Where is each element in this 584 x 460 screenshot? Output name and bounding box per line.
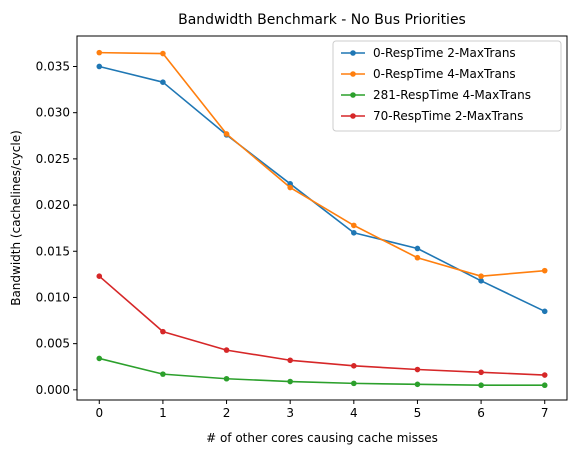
x-tick-label: 7: [541, 406, 549, 420]
legend-entry-label: 0-RespTime 4-MaxTrans: [373, 67, 516, 81]
series-2-point: [351, 222, 357, 229]
series-4-point: [223, 347, 230, 353]
series-4-point: [478, 369, 484, 376]
x-tick-label: 1: [159, 406, 167, 420]
y-tick-label: 0.005: [36, 337, 70, 351]
series-line-4: [98, 275, 545, 376]
series-3-point: [160, 371, 166, 377]
series-2-point: [287, 184, 293, 191]
series-4-point: [541, 372, 548, 378]
y-tick-label: 0.015: [36, 244, 70, 258]
legend-swatch-marker: [350, 92, 356, 98]
plot-area: [96, 49, 548, 389]
series-2-point: [160, 50, 166, 57]
series-3-point: [414, 381, 421, 388]
legend-entry-label: 0-RespTime 2-MaxTrans: [373, 46, 516, 60]
series-3-point: [96, 355, 103, 362]
plot-frame: [76, 35, 568, 401]
y-tick-label: 0.035: [36, 59, 70, 73]
y-axis-label: Bandwidth (cachelines/cycle): [9, 130, 23, 306]
legend-swatch-marker: [350, 113, 356, 119]
series-4-point: [160, 328, 166, 335]
x-tick-label: 5: [414, 406, 422, 420]
series-line-2: [99, 51, 545, 278]
series-1-point: [541, 308, 548, 315]
series-line-1: [99, 65, 546, 313]
y-tick-label: 0.010: [36, 290, 70, 304]
y-tick-label: 0.020: [36, 198, 70, 212]
legend-swatch-marker: [350, 50, 356, 56]
legend-box: [332, 40, 562, 132]
series-line-3: [99, 357, 545, 387]
series-2-point: [96, 49, 103, 56]
series-3-point: [223, 375, 230, 382]
y-tick-label: 0.000: [36, 383, 70, 397]
series-4-point: [96, 273, 103, 280]
x-axis-label: # of other cores causing cache misses: [206, 431, 438, 445]
series-4-point: [287, 357, 293, 364]
series-1-point: [478, 278, 484, 284]
series-2-point: [223, 131, 230, 137]
chart-title: Bandwidth Benchmark - No Bus Priorities: [178, 12, 466, 28]
legend-swatch-marker: [350, 71, 356, 77]
legend-entry-label: 281-RespTime 4-MaxTrans: [373, 88, 531, 102]
series-4-point: [351, 363, 357, 369]
series-4-point: [414, 366, 421, 373]
x-tick-label: 2: [223, 406, 231, 420]
axes: 0 1 2 3 4 5 6 7 0.000 0.005 0.010 0.015 0.020 0.025 0.…: [36, 59, 549, 420]
x-tick-label: 3: [286, 406, 294, 420]
series-3-point: [541, 382, 548, 389]
series-1-point: [351, 229, 357, 236]
series-1-point: [160, 79, 166, 85]
series-1-point: [96, 63, 103, 70]
x-tick-label: 4: [350, 406, 358, 420]
series-2-point: [541, 267, 548, 274]
legend: 0-RespTime 2-MaxTrans 0-RespTime 4-MaxTra…: [332, 40, 562, 132]
series-3-point: [478, 382, 484, 389]
series-3-point: [287, 378, 293, 385]
y-tick-label: 0.025: [36, 152, 70, 166]
x-tick-label: 0: [95, 406, 103, 420]
series-1-point: [414, 245, 421, 252]
series-3-point: [351, 380, 357, 387]
y-tick-label: 0.030: [36, 106, 70, 120]
series-2-point: [478, 273, 484, 280]
legend-entry-label: 70-RespTime 2-MaxTrans: [373, 109, 523, 123]
x-tick-label: 6: [477, 406, 485, 420]
series-2-point: [414, 254, 421, 261]
